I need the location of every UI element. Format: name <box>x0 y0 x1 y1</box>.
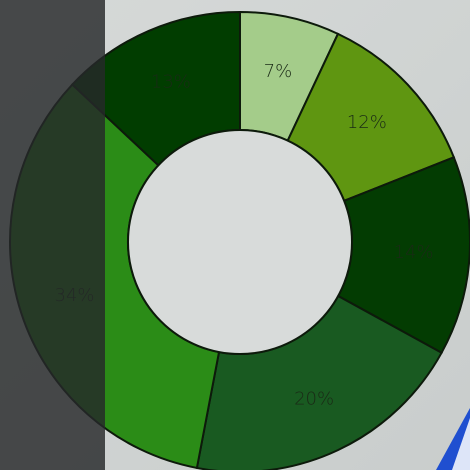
slice-label-12pct: 12% <box>347 112 387 133</box>
dark-side-panel <box>0 0 105 470</box>
slice-label-13pct: 13% <box>151 71 191 92</box>
slice-label-7pct: 7% <box>264 61 293 82</box>
donut-hole <box>127 129 353 355</box>
slice-label-20pct: 20% <box>294 388 334 409</box>
blue-corner-accent <box>436 408 470 470</box>
slice-label-14pct: 14% <box>394 242 434 263</box>
